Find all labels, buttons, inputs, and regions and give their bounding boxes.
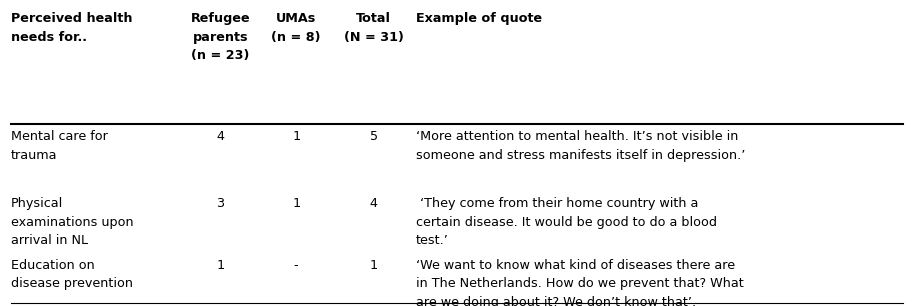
- Text: Total
(N = 31): Total (N = 31): [344, 12, 404, 44]
- Text: ‘We want to know what kind of diseases there are
in The Netherlands. How do we p: ‘We want to know what kind of diseases t…: [416, 259, 744, 306]
- Text: 4: 4: [217, 130, 224, 143]
- Text: 1: 1: [370, 259, 377, 271]
- Text: 3: 3: [217, 197, 224, 210]
- Text: 1: 1: [292, 197, 300, 210]
- Text: Physical
examinations upon
arrival in NL: Physical examinations upon arrival in NL: [11, 197, 133, 247]
- Text: Perceived health
needs for..: Perceived health needs for..: [11, 12, 133, 44]
- Text: UMAs
(n = 8): UMAs (n = 8): [271, 12, 321, 44]
- Text: Education on
disease prevention: Education on disease prevention: [11, 259, 133, 290]
- Text: Example of quote: Example of quote: [416, 12, 542, 25]
- Text: 1: 1: [292, 130, 300, 143]
- Text: Mental care for
trauma: Mental care for trauma: [11, 130, 108, 162]
- Text: -: -: [293, 259, 299, 271]
- Text: Refugee
parents
(n = 23): Refugee parents (n = 23): [190, 12, 250, 62]
- Text: ‘More attention to mental health. It’s not visible in
someone and stress manifes: ‘More attention to mental health. It’s n…: [416, 130, 745, 162]
- Text: 4: 4: [370, 197, 377, 210]
- Text: 5: 5: [370, 130, 377, 143]
- Text: ‘They come from their home country with a
certain disease. It would be good to d: ‘They come from their home country with …: [416, 197, 717, 247]
- Text: 1: 1: [217, 259, 224, 271]
